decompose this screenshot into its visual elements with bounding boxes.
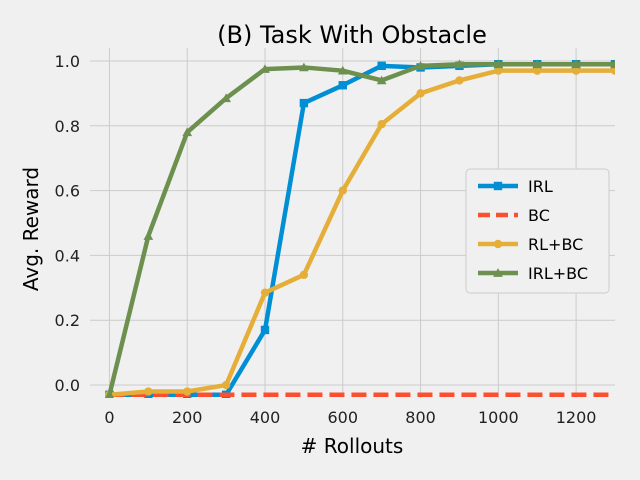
data-point-rl-bc bbox=[144, 387, 153, 396]
legend-box bbox=[465, 168, 610, 294]
y-tick-label: 0.2 bbox=[55, 311, 80, 330]
x-tick-label: 400 bbox=[250, 408, 281, 427]
x-tick-label: 1000 bbox=[478, 408, 519, 427]
data-point-irl-bc bbox=[260, 64, 270, 73]
legend: IRL BC RL+BC IRL+BC bbox=[465, 168, 610, 294]
legend-label-bc: BC bbox=[528, 206, 550, 225]
y-tick-labels: 0.0 0.2 0.4 0.6 0.8 1.0 bbox=[55, 52, 80, 395]
y-tick-label: 1.0 bbox=[55, 52, 80, 71]
data-point-irl-bc bbox=[415, 60, 426, 70]
x-axis-title: # Rollouts bbox=[301, 434, 404, 458]
legend-marker-irl bbox=[493, 181, 503, 191]
legend-marker-rl-bc bbox=[493, 239, 503, 249]
data-point-irl-bc bbox=[221, 93, 231, 103]
legend-marker-irl-bc bbox=[493, 268, 503, 277]
data-point-irl-bc bbox=[493, 59, 504, 69]
data-point-rl-bc bbox=[377, 119, 386, 129]
data-point-irl-bc bbox=[337, 65, 348, 75]
data-point-rl-bc bbox=[494, 66, 503, 75]
data-point-irl-bc bbox=[143, 231, 154, 240]
data-point-irl bbox=[338, 81, 347, 90]
y-tick-label: 0.4 bbox=[55, 246, 80, 265]
y-tick-label: 0.0 bbox=[55, 376, 80, 395]
data-point-irl-bc bbox=[182, 127, 193, 137]
series-line-irl-bc bbox=[107, 61, 615, 396]
x-tick-label: 600 bbox=[328, 408, 359, 427]
legend-label-rl-bc: RL+BC bbox=[528, 235, 583, 254]
y-tick-label: 0.8 bbox=[55, 117, 80, 136]
data-point-irl-bc bbox=[532, 59, 543, 69]
data-point-irl-bc bbox=[571, 59, 581, 69]
x-tick-label: 0 bbox=[104, 408, 114, 427]
data-point-irl bbox=[260, 325, 270, 335]
data-point-rl-bc bbox=[338, 186, 347, 195]
x-tick-label: 200 bbox=[172, 408, 203, 427]
data-point-rl-bc bbox=[533, 66, 542, 75]
data-point-irl-bc bbox=[454, 59, 465, 69]
x-tick-label: 800 bbox=[405, 408, 436, 427]
data-point-rl-bc bbox=[260, 288, 270, 297]
data-point-irl-bc bbox=[610, 59, 615, 69]
y-axis-title: Avg. Reward bbox=[19, 167, 43, 291]
x-tick-label: 1200 bbox=[556, 408, 597, 427]
x-tick-labels: 0 200 400 600 800 1000 1200 bbox=[104, 408, 596, 427]
data-point-irl-bc bbox=[299, 62, 309, 72]
data-point-rl-bc bbox=[416, 89, 425, 98]
series-line-rl-bc bbox=[109, 68, 615, 398]
data-point-rl-bc bbox=[299, 270, 309, 280]
data-point-rl-bc bbox=[455, 76, 464, 85]
data-point-irl bbox=[377, 61, 386, 71]
data-point-rl-bc bbox=[183, 387, 192, 396]
data-point-rl-bc bbox=[571, 66, 581, 75]
data-point-irl-bc bbox=[104, 389, 114, 398]
data-point-rl-bc bbox=[221, 380, 231, 390]
legend-label-irl: IRL bbox=[528, 177, 553, 196]
data-point-irl bbox=[299, 98, 309, 108]
series-layer bbox=[104, 59, 615, 398]
legend-label-irl-bc: IRL+BC bbox=[528, 264, 588, 283]
series-irl-bc bbox=[104, 59, 615, 398]
y-tick-label: 0.6 bbox=[55, 182, 80, 201]
chart-title: (B) Task With Obstacle bbox=[217, 21, 487, 49]
data-point-irl-bc bbox=[376, 75, 387, 85]
data-point-rl-bc bbox=[610, 66, 615, 75]
